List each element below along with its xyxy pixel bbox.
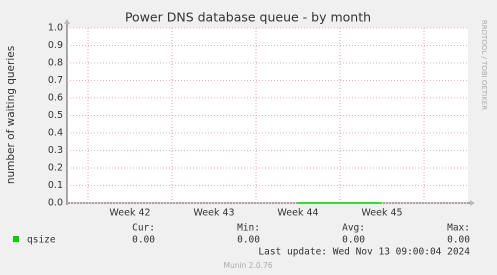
y-tick-label: 0.2	[48, 163, 63, 174]
y-tick-label: 0.0	[48, 198, 63, 209]
x-tick-label: Week 43	[193, 208, 234, 219]
stat-value: 0.00	[237, 235, 260, 246]
y-tick-label: 0.6	[48, 93, 63, 104]
y-axis-label: number of waiting queries	[5, 46, 17, 184]
stat-value: 0.00	[447, 235, 470, 246]
legend-swatch	[13, 236, 19, 242]
stat-value: 0.00	[342, 235, 365, 246]
y-tick-label: 0.9	[48, 40, 63, 51]
y-tick-label: 0.4	[48, 128, 63, 139]
stat-value: 0.00	[132, 235, 155, 246]
y-tick-label: 1.0	[48, 23, 63, 34]
y-tick-label: 0.5	[48, 110, 63, 121]
y-tick-label: 0.8	[48, 58, 63, 69]
stat-label: Avg:	[342, 223, 365, 234]
stat-label: Cur:	[132, 223, 155, 234]
y-tick-label: 0.7	[48, 75, 63, 86]
last-update: Last update: Wed Nov 13 09:00:04 2024	[258, 247, 470, 258]
stat-label: Min:	[237, 223, 260, 234]
stat-label: Max:	[447, 223, 470, 234]
y-arrow	[64, 19, 70, 24]
side-note: RRDTOOL / TOBI OETIKER	[480, 20, 488, 110]
x-tick-label: Week 45	[361, 208, 402, 219]
chart-title: Power DNS database queue - by month	[125, 10, 371, 25]
footer: Munin 2.0.76	[223, 261, 272, 270]
y-tick-label: 0.1	[48, 180, 63, 191]
legend-label: qsize	[27, 235, 56, 246]
x-tick-label: Week 42	[109, 208, 150, 219]
y-tick-label: 0.3	[48, 145, 63, 156]
x-tick-label: Week 44	[277, 208, 318, 219]
x-arrow	[470, 200, 475, 206]
